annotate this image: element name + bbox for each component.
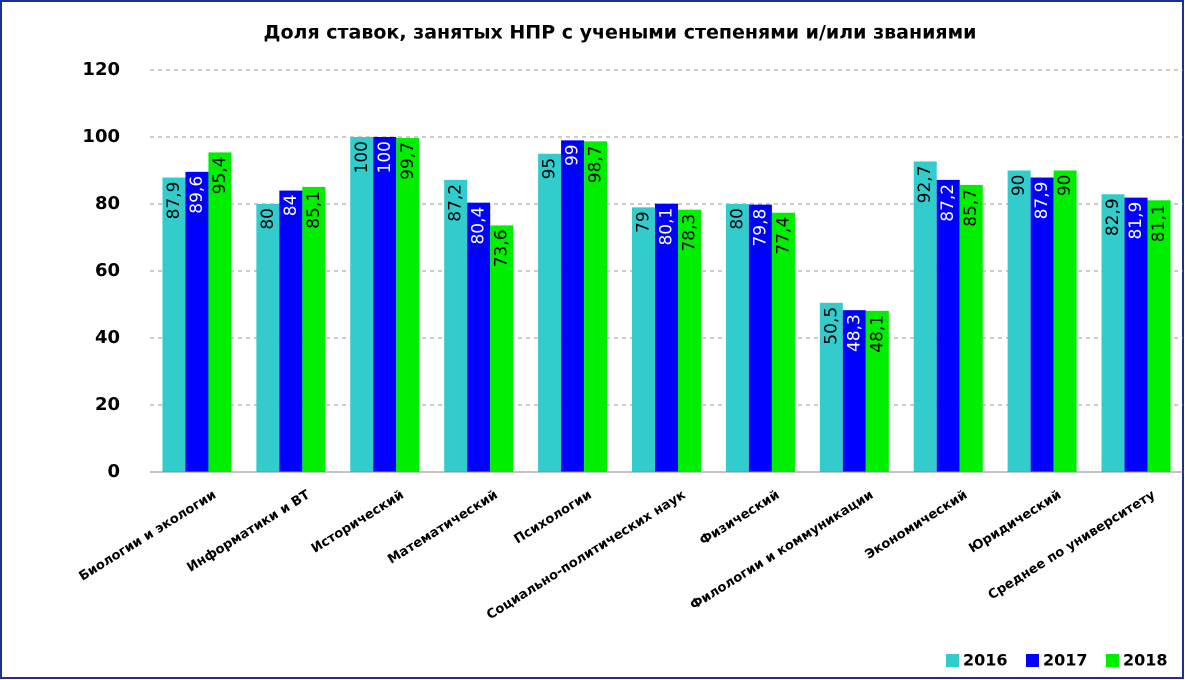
- y-tick-label: 100: [82, 126, 120, 147]
- legend-swatch: [946, 654, 959, 667]
- bar: [208, 152, 232, 472]
- bar: [1147, 200, 1171, 472]
- x-tick-label: Психологии: [512, 488, 595, 548]
- x-tick-label: Социально-политических наук: [484, 488, 688, 624]
- bar: [655, 203, 678, 473]
- data-label: 80: [727, 208, 747, 230]
- bar: [490, 225, 514, 472]
- bar: [1101, 194, 1125, 472]
- data-label: 81,9: [1126, 202, 1146, 240]
- data-label: 73,6: [492, 229, 512, 267]
- bar: [584, 141, 608, 473]
- y-tick-label: 40: [95, 327, 120, 348]
- data-label: 50,5: [821, 307, 841, 345]
- bar: [256, 204, 280, 472]
- bar: [913, 161, 937, 472]
- y-tick-label: 0: [107, 461, 120, 482]
- x-tick-label: Экономический: [863, 488, 971, 563]
- data-label: 85,7: [961, 189, 981, 227]
- data-label: 82,9: [1103, 198, 1123, 236]
- bar: [561, 140, 585, 472]
- data-label: 81,1: [1149, 204, 1169, 242]
- x-tick-label: Филологии и коммуникации: [688, 488, 877, 614]
- data-label: 48,1: [867, 315, 887, 353]
- data-label: 100: [352, 141, 372, 173]
- data-label: 98,7: [586, 145, 606, 183]
- data-label: 92,7: [915, 165, 935, 203]
- data-label: 87,2: [938, 184, 958, 222]
- data-label: 79: [634, 211, 654, 233]
- bar: [1030, 177, 1054, 472]
- data-label: 99,7: [398, 142, 418, 180]
- data-label: 79,8: [750, 209, 770, 247]
- y-tick-label: 20: [95, 394, 120, 415]
- bar: [1007, 170, 1031, 472]
- data-label: 77,4: [773, 217, 793, 255]
- bar: [819, 302, 843, 472]
- legend-swatch: [1106, 654, 1119, 667]
- bar: [632, 207, 655, 472]
- bar: [185, 171, 209, 472]
- data-label: 80: [258, 208, 278, 230]
- bar: [538, 153, 562, 472]
- data-label: 99: [563, 144, 583, 166]
- bar: [279, 190, 303, 472]
- legend-label: 2016: [963, 651, 1008, 670]
- bar: [1124, 197, 1148, 472]
- bar: [842, 310, 866, 472]
- data-label: 95,4: [210, 156, 230, 194]
- data-label: 84: [281, 195, 301, 217]
- data-label: 90: [1055, 175, 1075, 197]
- bar: [771, 212, 795, 472]
- x-tick-label: Исторический: [309, 488, 407, 557]
- bar: [959, 184, 983, 472]
- y-tick-label: 80: [95, 193, 120, 214]
- bar: [748, 204, 772, 473]
- bar: [373, 137, 397, 472]
- bar: [725, 204, 749, 472]
- data-label: 87,2: [446, 184, 466, 222]
- bar: [865, 310, 889, 472]
- bar: [1053, 170, 1077, 472]
- legend-label: 2018: [1123, 651, 1168, 670]
- bar: [467, 202, 491, 472]
- data-label: 80,1: [657, 208, 677, 246]
- data-label: 48,3: [844, 314, 864, 352]
- y-tick-label: 120: [82, 59, 120, 80]
- data-label: 85,1: [304, 191, 324, 229]
- bar: [678, 209, 701, 472]
- bar: [302, 186, 326, 473]
- data-label: 89,6: [187, 176, 207, 214]
- x-tick-label: Юридический: [966, 488, 1064, 557]
- data-label: 95: [540, 158, 560, 180]
- bar: [162, 177, 186, 472]
- legend-label: 2017: [1043, 651, 1088, 670]
- x-tick-label: Физический: [697, 488, 782, 549]
- data-label: 90: [1009, 175, 1029, 197]
- bar: [444, 179, 468, 472]
- data-label: 100: [375, 141, 395, 173]
- data-label: 87,9: [164, 182, 184, 220]
- data-label: 87,9: [1032, 182, 1052, 220]
- legend-swatch: [1026, 654, 1039, 667]
- bar: [936, 179, 960, 472]
- data-label: 78,3: [680, 214, 700, 252]
- bar: [350, 137, 374, 472]
- chart-title: Доля ставок, занятых НПР с учеными степе…: [264, 22, 977, 44]
- bar: [396, 138, 420, 472]
- data-label: 80,4: [469, 207, 489, 245]
- y-tick-label: 60: [95, 260, 120, 281]
- x-tick-label: Среднее по университету: [986, 487, 1159, 603]
